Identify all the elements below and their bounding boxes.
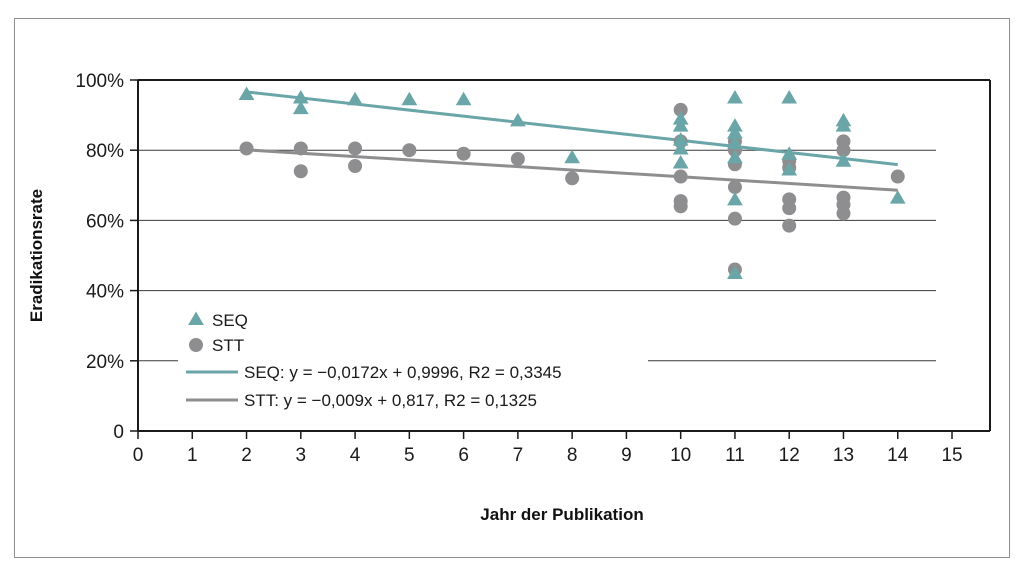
- stt-point: [673, 199, 688, 214]
- seq-point: [455, 91, 472, 106]
- stt-point: [836, 143, 851, 158]
- seq-point: [889, 190, 906, 204]
- chart-frame: [14, 18, 1010, 558]
- stt-point: [565, 171, 580, 186]
- stt-point: [727, 180, 742, 195]
- stt-point: [348, 158, 363, 173]
- legend-seq-equation: SEQ: y = −0,0172x + 0,9996, R2 = 0,3345: [244, 363, 562, 382]
- stt-point: [510, 151, 525, 166]
- seq-point: [672, 132, 689, 146]
- x-tick-label: 12: [779, 445, 800, 466]
- y-tick-label: 100%: [75, 71, 124, 92]
- stt-point: [836, 206, 851, 221]
- y-axis-label: Eradikationsrate: [27, 189, 46, 322]
- seq-point: [835, 153, 852, 167]
- stt-point: [782, 218, 797, 233]
- y-tick-label: 20%: [86, 352, 124, 373]
- x-tick-label: 13: [833, 445, 854, 466]
- x-tick-label: 3: [296, 445, 307, 466]
- stt-point: [727, 211, 742, 226]
- seq-point: [672, 118, 689, 132]
- y-tick-label: 80%: [86, 141, 124, 162]
- x-tick-label: 11: [725, 445, 745, 466]
- legend-seq-label: SEQ: [212, 311, 248, 330]
- seq-point: [564, 149, 581, 164]
- seq-point: [292, 90, 309, 104]
- seq-point: [238, 86, 255, 101]
- seq-point: [727, 191, 743, 206]
- seq-point: [672, 111, 689, 125]
- stt-point: [890, 169, 905, 184]
- legend-stt-marker: [189, 338, 203, 352]
- stt-point: [402, 143, 417, 158]
- stt-point: [782, 201, 797, 216]
- stt-point: [293, 164, 308, 179]
- seq-point: [727, 90, 743, 104]
- seq-point: [672, 140, 689, 155]
- y-tick-label: 60%: [86, 211, 124, 232]
- seq-point: [672, 154, 689, 169]
- legend-stt-equation: STT: y = −0,009x + 0,817, R2 = 0,1325: [244, 391, 537, 410]
- x-tick-label: 15: [941, 445, 962, 466]
- seq-point: [292, 100, 309, 115]
- stt-point: [673, 102, 688, 117]
- seq-point: [781, 162, 798, 176]
- y-tick-label: 40%: [86, 282, 124, 303]
- stt-point: [673, 169, 688, 184]
- x-tick-label: 0: [133, 445, 144, 466]
- seq-point: [509, 112, 526, 127]
- seq-point: [781, 90, 798, 104]
- legend-stt-label: STT: [212, 336, 244, 355]
- x-tick-label: 4: [350, 445, 361, 466]
- tick-labels: 020%40%60%80%100%0 1 2 3 4 5 6 7 8 9 10 11 12 13 14 15: [75, 71, 962, 466]
- seq-point: [727, 118, 743, 132]
- seq-point: [401, 91, 418, 106]
- x-tick-label: 14: [887, 445, 909, 466]
- y-tick-label: 0: [113, 422, 124, 443]
- seq-point: [347, 91, 363, 106]
- stt-point: [348, 141, 363, 156]
- x-tick-label: 1: [187, 445, 198, 466]
- seq-point: [781, 146, 798, 160]
- x-tick-label: 2: [241, 445, 252, 466]
- seq-point: [727, 149, 743, 164]
- x-tick-label: 10: [670, 445, 691, 466]
- stt-point: [239, 141, 254, 156]
- x-tick-label: 6: [458, 445, 469, 466]
- x-tick-label: 8: [567, 445, 578, 466]
- seq-point: [835, 118, 852, 132]
- x-axis-label: Jahr der Publikation: [480, 505, 643, 524]
- data-points: [238, 86, 906, 280]
- legend: SEQ STT SEQ: y = −0,0172x + 0,9996, R2 =…: [178, 302, 648, 418]
- stt-point: [293, 141, 308, 156]
- axes: [130, 79, 991, 439]
- x-tick-label: 9: [621, 445, 632, 466]
- stt-trendline: [246, 148, 898, 192]
- seq-point: [727, 135, 743, 150]
- stt-point: [456, 146, 471, 161]
- seq-point: [727, 265, 743, 280]
- x-tick-label: 5: [404, 445, 415, 466]
- legend-seq-marker: [188, 311, 204, 325]
- seq-point: [727, 125, 743, 139]
- legend-background: [178, 302, 648, 418]
- x-tick-label: 7: [513, 445, 524, 466]
